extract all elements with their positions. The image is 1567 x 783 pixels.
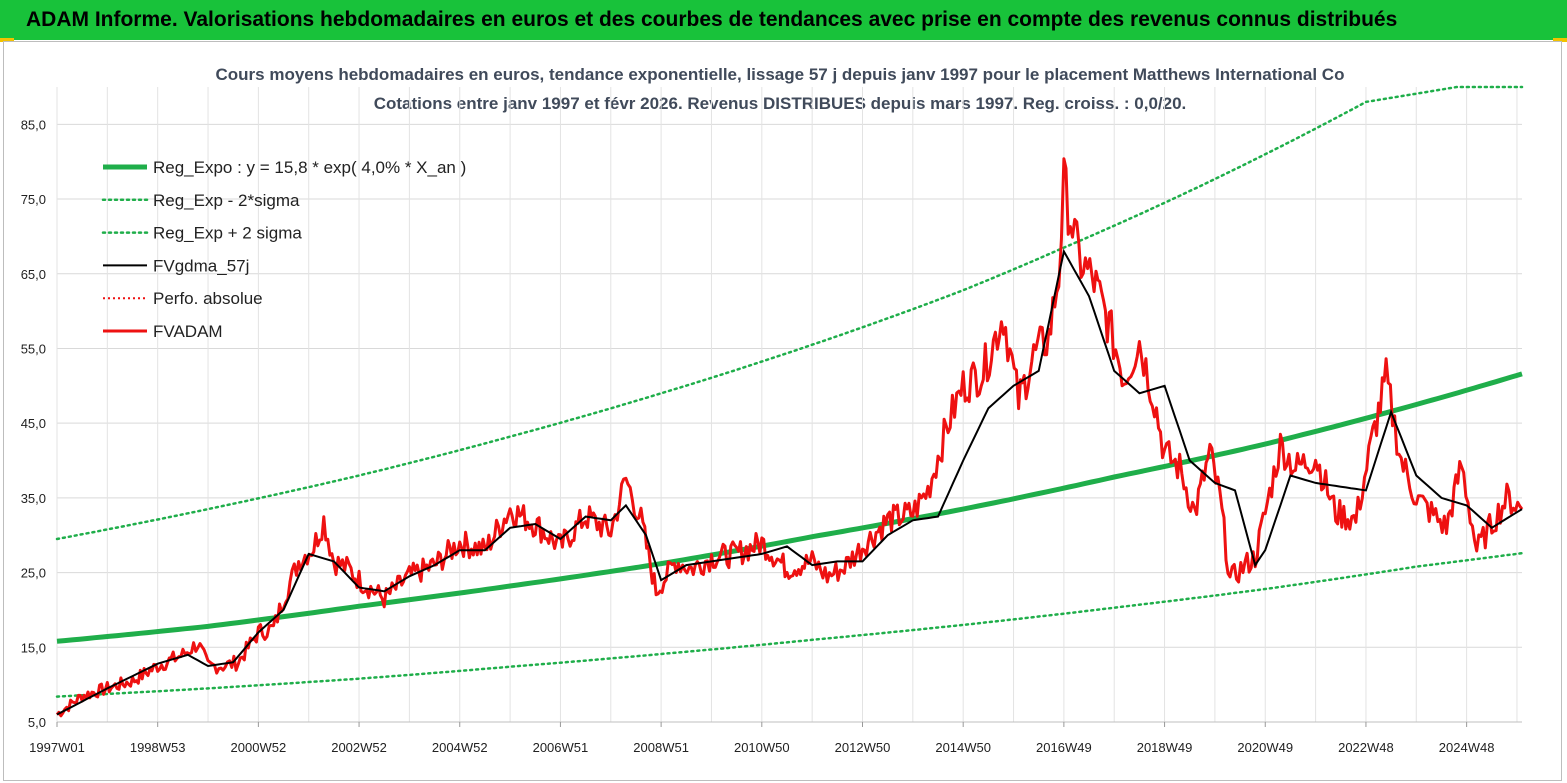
y-tick-label: 35,0 [21, 491, 46, 506]
frame-corner-right [1553, 38, 1567, 42]
x-tick-label: 2024W48 [1439, 740, 1495, 755]
series-layer [55, 85, 1524, 718]
series-line-dotted-green [55, 85, 1524, 541]
x-tick-label: 2016W49 [1036, 740, 1092, 755]
x-tick-label: 2004W52 [432, 740, 488, 755]
x-tick-label: 2008W51 [633, 740, 689, 755]
series-line-trend [56, 371, 1523, 644]
y-tick-label: 65,0 [21, 267, 46, 282]
frame-corner-left [0, 38, 14, 42]
y-tick-label: 5,0 [28, 715, 46, 730]
x-tick-label: 2014W50 [935, 740, 991, 755]
x-tick-label: 2012W50 [835, 740, 891, 755]
x-tick-label: 2022W48 [1338, 740, 1394, 755]
y-tick-label: 75,0 [21, 192, 46, 207]
legend-label: FVgdma_57j [153, 256, 249, 275]
legend-label: Reg_Expo : y = 15,8 * exp( 4,0% * X_an ) [153, 158, 466, 177]
x-tick-label: 1997W01 [29, 740, 85, 755]
banner-title: ADAM Informe. Valorisations hebdomadaire… [26, 8, 1398, 31]
x-tick-label: 2000W52 [231, 740, 287, 755]
y-tick-label: 85,0 [21, 117, 46, 132]
x-tick-label: 1998W53 [130, 740, 186, 755]
y-tick-label: 45,0 [21, 416, 46, 431]
grid [56, 87, 1522, 723]
legend: Reg_Expo : y = 15,8 * exp( 4,0% * X_an )… [101, 158, 466, 341]
x-axis: 1997W01 1998W53 2000W52 2002W52 2004W52 2006W… [29, 722, 1494, 755]
chart-title: Cours moyens hebdomadaires en euros, ten… [216, 65, 1345, 84]
legend-label: Reg_Exp + 2 sigma [153, 224, 302, 243]
x-tick-label: 2006W51 [533, 740, 589, 755]
legend-label: Reg_Exp - 2*sigma [153, 191, 300, 210]
y-tick-label: 15,0 [21, 640, 46, 655]
chart-subtitle: Cotations entre janv 1997 et févr 2026. … [374, 94, 1187, 113]
banner: ADAM Informe. Valorisations hebdomadaire… [0, 0, 1567, 40]
y-tick-label: 55,0 [21, 341, 46, 356]
series-line-dotted-green [55, 551, 1524, 698]
x-tick-label: 2010W50 [734, 740, 790, 755]
series-line-price [55, 157, 1524, 718]
chart-frame [3, 41, 1562, 781]
y-axis: 5,0 15,0 25,0 35,0 45,0 55,0 65,0 75,0 85,0 [21, 117, 46, 730]
x-tick-label: 2018W49 [1137, 740, 1193, 755]
x-tick-label: 2002W52 [331, 740, 387, 755]
legend-label: Perfo. absolue [153, 289, 263, 308]
y-tick-label: 25,0 [21, 566, 46, 581]
x-tick-label: 2020W49 [1237, 740, 1293, 755]
series-line-smooth [56, 248, 1523, 716]
legend-label: FVADAM [153, 322, 223, 341]
